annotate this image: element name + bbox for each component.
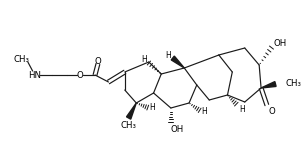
Text: CH₃: CH₃ <box>285 79 301 88</box>
Text: OH: OH <box>171 125 184 134</box>
Text: CH₃: CH₃ <box>13 55 29 64</box>
Text: H: H <box>165 50 171 59</box>
Text: O: O <box>268 106 275 116</box>
Text: H: H <box>239 105 245 114</box>
Polygon shape <box>171 56 184 68</box>
Text: O: O <box>76 70 83 79</box>
Text: HN: HN <box>28 70 41 79</box>
Text: OH: OH <box>274 39 287 48</box>
Text: H: H <box>150 104 156 113</box>
Text: O: O <box>95 58 101 67</box>
Text: CH₃: CH₃ <box>120 122 137 130</box>
Text: H: H <box>201 107 207 116</box>
Text: H: H <box>141 55 147 64</box>
Polygon shape <box>127 103 136 119</box>
Polygon shape <box>261 82 276 88</box>
